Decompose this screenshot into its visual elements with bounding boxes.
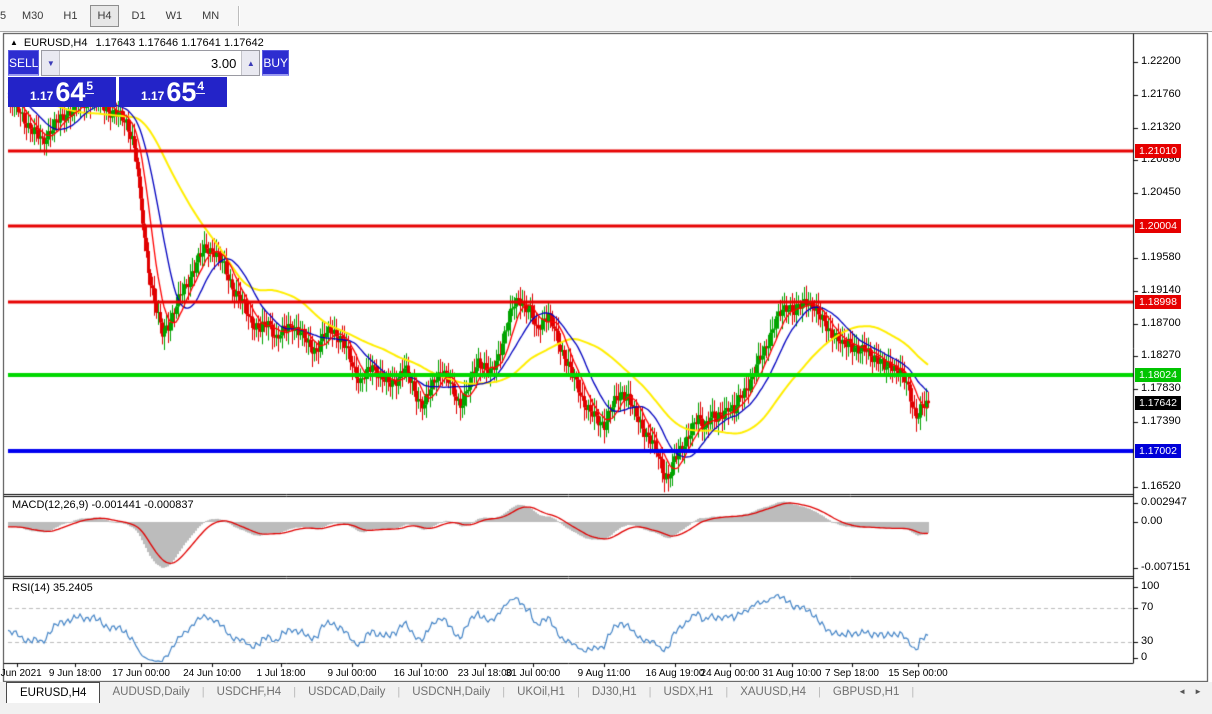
tab-separator: | xyxy=(911,686,915,698)
time-axis-label: 9 Jul 00:00 xyxy=(327,668,377,679)
timeframe-button-h4[interactable]: H4 xyxy=(90,4,119,27)
timeframe-button-5[interactable]: 5 xyxy=(0,9,7,22)
rsi-axis-label: 0 xyxy=(1141,651,1148,663)
chart-header: ▲ EURUSD,H4 1.17643 1.17646 1.17641 1.1764… xyxy=(10,37,264,49)
macd-indicator-label: MACD(12,26,9) -0.001441 -0.000837 xyxy=(12,499,194,511)
timeframe-toolbar: 5 M30 H1 H4 D1 W1 MN xyxy=(0,0,1212,32)
tab-separator: | xyxy=(293,686,297,698)
macd-axis-label: -0.007151 xyxy=(1141,560,1191,573)
tab-xauusd-h4[interactable]: XAUUSD,H4 xyxy=(740,686,807,698)
current-price-badge: 1.17642 xyxy=(1135,396,1181,411)
price-line-badge: 1.18024 xyxy=(1135,367,1181,382)
tab-separator: | xyxy=(201,686,205,698)
time-axis-label: 9 Aug 11:00 xyxy=(577,668,631,679)
time-axis-label: 15 Sep 00:00 xyxy=(888,668,948,679)
price-tick-label: 1.17830 xyxy=(1141,382,1181,395)
volume-spinner: ▼ ▲ xyxy=(41,50,261,76)
time-axis-label: 31 Aug 10:00 xyxy=(762,668,822,679)
buy-price-box[interactable]: 1.17 65 4 xyxy=(119,77,227,107)
sell-price-big: 64 xyxy=(55,77,86,107)
tab-separator: | xyxy=(818,686,821,698)
volume-increase-button[interactable]: ▲ xyxy=(241,51,260,75)
time-axis-label: 7 Sep 18:00 xyxy=(825,668,879,679)
time-axis-label: 31 Jul 00:00 xyxy=(505,668,561,679)
time-axis-label: 16 Aug 19:00 xyxy=(645,668,705,679)
price-line-badge: 1.20004 xyxy=(1135,219,1181,234)
tab-separator: | xyxy=(577,686,580,698)
sell-button[interactable]: SELL xyxy=(8,50,40,76)
timeframe-button-d1[interactable]: D1 xyxy=(131,9,146,22)
price-tick-label: 1.19140 xyxy=(1141,284,1181,296)
tab-usdcnh-daily[interactable]: USDCNH,Daily xyxy=(412,686,491,698)
timeframe-button-m30[interactable]: M30 xyxy=(22,9,44,22)
macd-axis-label: 0.002947 xyxy=(1141,496,1187,509)
time-axis-label: 1 Jul 18:00 xyxy=(256,668,306,679)
tab-usdcad-daily[interactable]: USDCAD,Daily xyxy=(308,686,386,698)
volume-decrease-button[interactable]: ▼ xyxy=(42,51,61,75)
buy-button[interactable]: BUY xyxy=(262,50,290,76)
chart-symbol-period: EURUSD,H4 xyxy=(23,37,88,49)
buy-price-big: 65 xyxy=(166,77,197,107)
time-axis-label: 24 Jun 10:00 xyxy=(183,668,241,679)
rsi-axis-label: 70 xyxy=(1141,601,1154,613)
tab-scroll-right-icon[interactable]: ► xyxy=(1194,687,1202,696)
time-axis-label: 9 Jun 18:00 xyxy=(48,668,102,679)
chevron-up-icon: ▲ xyxy=(246,58,255,68)
tab-separator: | xyxy=(502,686,506,698)
chart-ohlc-values: 1.17643 1.17646 1.17641 1.17642 xyxy=(95,37,264,49)
tab-ukoil-h1[interactable]: UKOil,H1 xyxy=(517,686,565,698)
time-axis-label: 23 Jul 18:00 xyxy=(457,668,513,679)
price-tick-label: 1.16520 xyxy=(1141,480,1181,493)
price-tick-label: 1.17390 xyxy=(1141,414,1181,427)
tab-separator: | xyxy=(397,686,401,698)
tab-separator: | xyxy=(648,686,652,698)
sell-price-pip: 5 xyxy=(85,79,95,94)
timeframe-button-h1[interactable]: H1 xyxy=(63,9,78,22)
rsi-indicator-label: RSI(14) 35.2405 xyxy=(12,582,93,594)
buy-price-prefix: 1.17 xyxy=(140,89,165,103)
tab-gbpusd-h1[interactable]: GBPUSD,H1 xyxy=(832,686,900,698)
sell-price-box[interactable]: 1.17 64 5 xyxy=(8,77,116,107)
chart-tab-bar: EURUSD,H4 AUDUSD,Daily | USDCHF,H4 | USDCAD,D… xyxy=(0,682,1212,714)
time-axis-label: 24 Aug 00:00 xyxy=(700,668,760,679)
toolbar-separator xyxy=(238,5,241,26)
price-line-badge: 1.18998 xyxy=(1135,294,1181,309)
time-axis-label: 17 Jun 00:00 xyxy=(112,668,170,679)
price-line-badge: 1.17002 xyxy=(1135,444,1181,459)
rsi-axis-label: 100 xyxy=(1141,580,1160,592)
timeframe-button-w1[interactable]: W1 xyxy=(165,9,183,22)
time-axis-label: 2 Jun 2021 xyxy=(0,668,42,679)
chevron-down-icon: ▼ xyxy=(46,58,55,68)
volume-input[interactable] xyxy=(60,51,242,75)
price-line-badge: 1.21010 xyxy=(1135,144,1181,159)
price-tick-label: 1.20450 xyxy=(1141,185,1181,198)
symbol-marker-icon[interactable]: ▲ xyxy=(10,38,18,47)
time-axis-label: 16 Jul 10:00 xyxy=(393,668,449,679)
tab-usdx-h1[interactable]: USDX,H1 xyxy=(663,686,714,698)
tab-audusd-daily[interactable]: AUDUSD,Daily xyxy=(112,686,190,698)
price-tick-label: 1.18270 xyxy=(1141,349,1181,362)
timeframe-button-mn[interactable]: MN xyxy=(202,9,220,22)
price-tick-label: 1.22200 xyxy=(1141,55,1181,67)
tab-separator: | xyxy=(725,686,729,698)
buy-price-pip: 4 xyxy=(196,79,206,94)
price-tick-label: 1.19580 xyxy=(1141,251,1181,264)
price-tick-label: 1.18700 xyxy=(1141,316,1181,329)
tab-scroll-left-icon[interactable]: ◄ xyxy=(1178,687,1187,696)
tab-usdchf-h4[interactable]: USDCHF,H4 xyxy=(216,686,282,698)
tab-dj30-h1[interactable]: DJ30,H1 xyxy=(591,686,637,698)
price-tick-label: 1.21320 xyxy=(1141,120,1181,133)
tab-eurusd-h4[interactable]: EURUSD,H4 xyxy=(6,682,101,703)
sell-price-prefix: 1.17 xyxy=(29,89,54,103)
macd-axis-label: 0.00 xyxy=(1141,515,1163,527)
price-tick-label: 1.21760 xyxy=(1141,87,1181,100)
rsi-axis-label: 30 xyxy=(1141,635,1154,647)
